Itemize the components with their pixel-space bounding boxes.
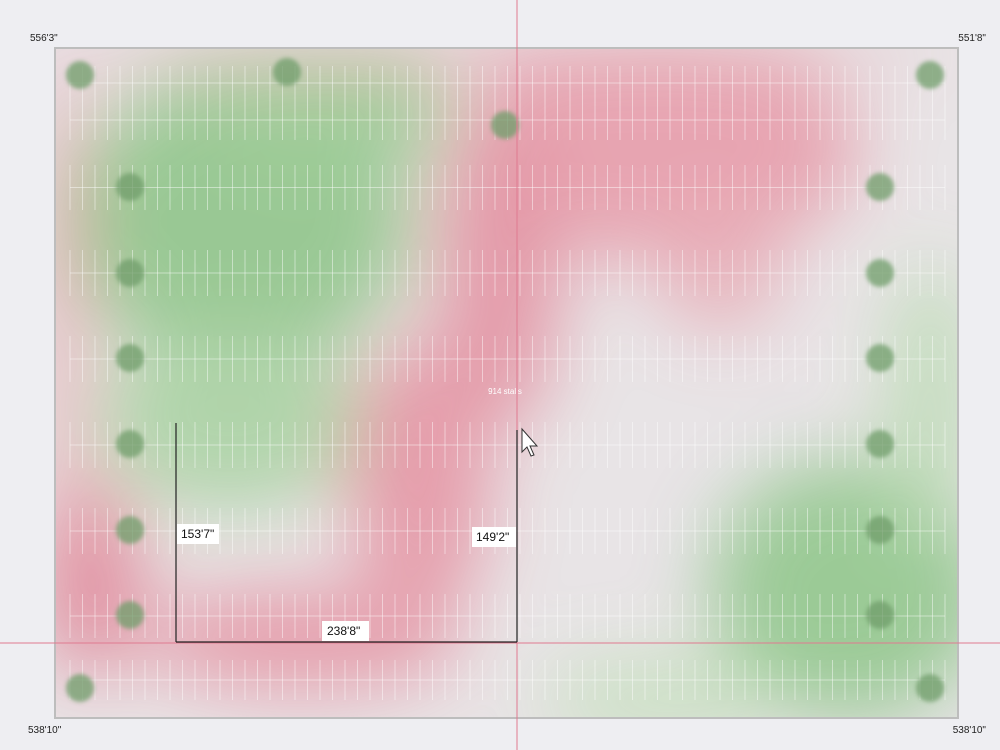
tree	[866, 430, 894, 458]
tree	[866, 516, 894, 544]
tree	[66, 674, 94, 702]
tree	[66, 61, 94, 89]
tree	[116, 430, 144, 458]
measure-left: 153'7"	[177, 524, 219, 544]
tree	[916, 61, 944, 89]
tree	[491, 111, 519, 139]
tree	[866, 173, 894, 201]
measure-lines	[175, 423, 518, 643]
corner-elevation: 551'8"	[958, 33, 986, 44]
corner-elevation: 538'10"	[28, 725, 62, 736]
measure-label: 238'8"	[327, 624, 360, 638]
measure-label: 153'7"	[181, 527, 214, 541]
tree	[866, 344, 894, 372]
heatmap	[56, 49, 957, 717]
tree	[273, 58, 301, 86]
tree	[116, 259, 144, 287]
measure-bottom: 238'8"	[322, 621, 369, 641]
corner-elevation: 556'3"	[30, 33, 58, 44]
tree	[116, 601, 144, 629]
tree	[116, 173, 144, 201]
measure-right: 149'2"	[472, 527, 516, 547]
tree	[916, 674, 944, 702]
corner-elevation: 538'10"	[953, 725, 987, 736]
tree	[866, 259, 894, 287]
tree	[116, 516, 144, 544]
cursor	[521, 427, 539, 457]
stall-count: 914 stalls	[488, 387, 522, 396]
tree	[116, 344, 144, 372]
measure-label: 149'2"	[476, 530, 509, 544]
tree	[866, 601, 894, 629]
